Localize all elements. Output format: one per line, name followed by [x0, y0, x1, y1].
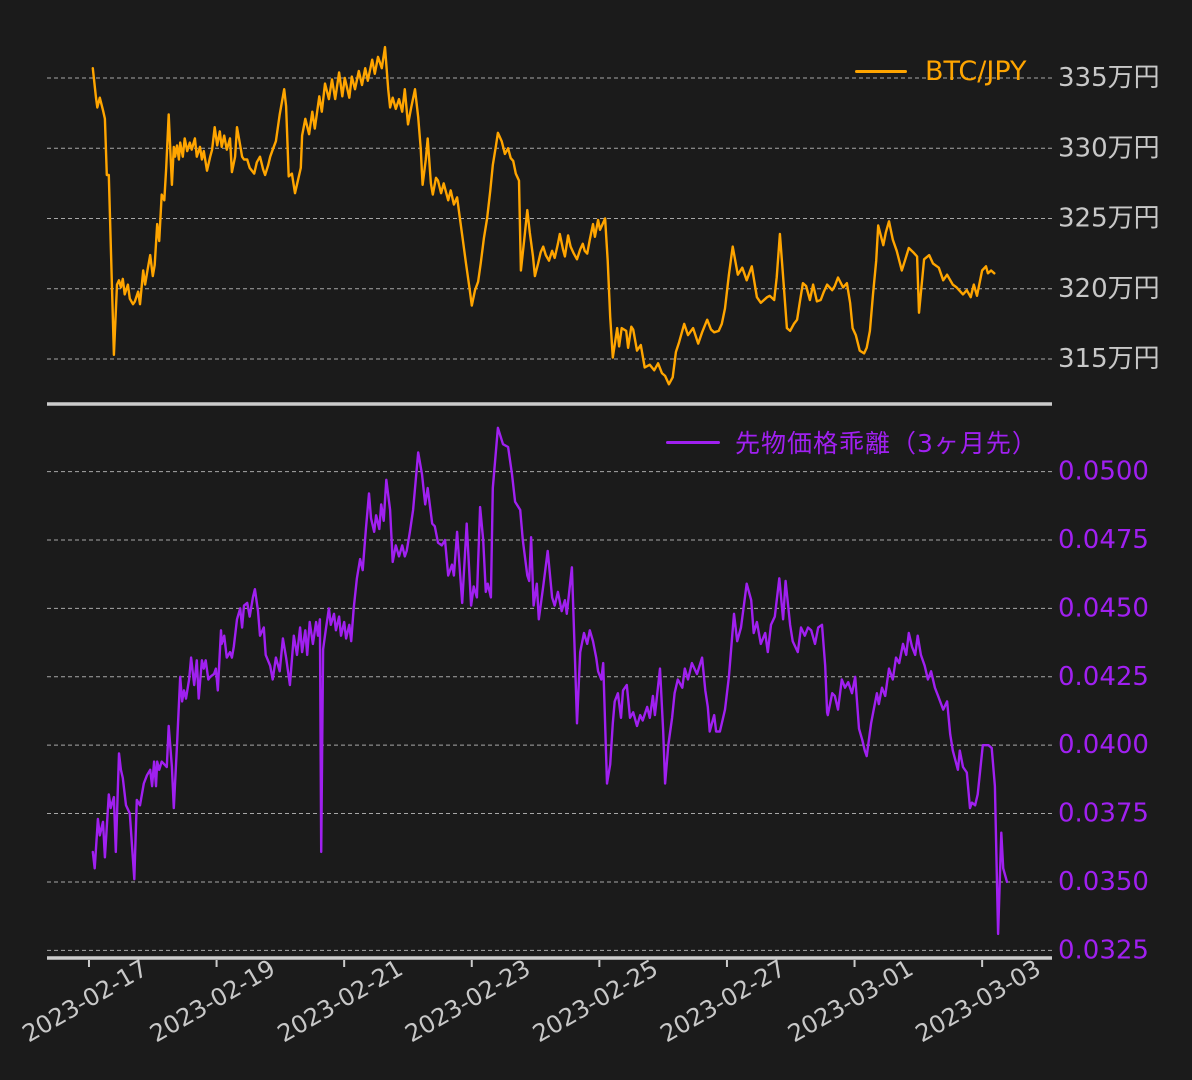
x-tick-label: 2023-02-23 — [400, 954, 535, 1048]
legend-btc-jpy-label: BTC/JPY — [925, 56, 1027, 87]
y-tick-label: 0.0475 — [1058, 525, 1149, 555]
y-tick-label: 320万円 — [1058, 274, 1160, 304]
y-tick-label: 315万円 — [1058, 344, 1160, 374]
x-tick-label: 2023-02-19 — [145, 954, 280, 1048]
y-tick-label: 0.0425 — [1058, 662, 1149, 692]
y-tick-label: 0.0325 — [1058, 935, 1149, 965]
y-tick-label: 0.0400 — [1058, 730, 1149, 760]
futures-basis-line — [91, 426, 1009, 936]
y-tick-label: 0.0375 — [1058, 799, 1149, 829]
futures-basis-line-swatch — [666, 440, 720, 444]
legend-futures-basis: 先物価格乖離（3ヶ月先） — [666, 424, 1038, 460]
x-tick-label: 2023-03-01 — [783, 954, 918, 1048]
x-tick-label: 2023-02-27 — [656, 954, 791, 1048]
y-tick-label: 335万円 — [1058, 63, 1160, 93]
btc-line-swatch — [855, 70, 907, 73]
y-tick-label: 0.0350 — [1058, 867, 1149, 897]
y-tick-label: 330万円 — [1058, 133, 1160, 163]
x-tick-label: 2023-03-03 — [911, 954, 1046, 1048]
y-tick-label: 0.0450 — [1058, 593, 1149, 623]
legend-btc-jpy: BTC/JPY — [855, 56, 1027, 87]
btc-jpy-line — [91, 45, 996, 386]
y-tick-label: 325万円 — [1058, 204, 1160, 234]
legend-futures-basis-label: 先物価格乖離（3ヶ月先） — [735, 429, 1038, 458]
y-tick-label: 0.0500 — [1058, 457, 1149, 487]
x-tick-label: 2023-02-21 — [273, 954, 408, 1048]
x-tick-label: 2023-02-17 — [18, 954, 153, 1048]
x-tick-label: 2023-02-25 — [528, 954, 663, 1048]
